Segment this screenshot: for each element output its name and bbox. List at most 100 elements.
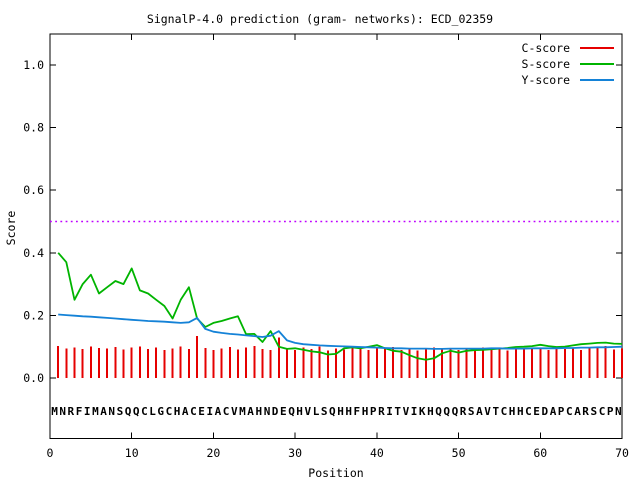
- y-tick-label: 0.4: [23, 246, 44, 260]
- legend-entry-s-score: S-score: [522, 57, 614, 71]
- sequence-letter: C: [599, 405, 606, 418]
- sequence-letter: H: [517, 405, 524, 418]
- sequence-letter: S: [590, 405, 597, 418]
- sequence-letter: I: [84, 405, 91, 418]
- sequence-letter: Q: [435, 405, 442, 418]
- y-score-line: [58, 313, 623, 350]
- sequence-letter: T: [394, 405, 401, 418]
- sequence-letter: T: [492, 405, 499, 418]
- sequence-letter: M: [51, 405, 58, 418]
- x-tick-label: 60: [533, 446, 547, 460]
- sequence-letter: M: [92, 405, 99, 418]
- sequence-letter: R: [460, 405, 467, 418]
- sequence-letter: H: [337, 405, 344, 418]
- plot-border: [49, 33, 623, 439]
- x-tick-label: 70: [615, 446, 629, 460]
- legend-entry-y-score: Y-score: [522, 73, 614, 87]
- sequence-letter: I: [206, 405, 213, 418]
- y-tick-label: 0.0: [23, 371, 44, 385]
- sequence-letter: Q: [125, 405, 132, 418]
- x-axis-label: Position: [308, 466, 363, 480]
- sequence-letter: I: [386, 405, 393, 418]
- sequence-letter: F: [76, 405, 83, 418]
- x-tick-label: 20: [206, 446, 220, 460]
- sequence-letter: A: [215, 405, 222, 418]
- sequence-letter: H: [509, 405, 516, 418]
- sequence-letter: N: [108, 405, 115, 418]
- sequence-letter: A: [476, 405, 483, 418]
- c-score-impulses: [57, 336, 623, 378]
- sequence-letter: A: [574, 405, 581, 418]
- x-tick-label: 30: [288, 446, 302, 460]
- sequence-letter: H: [362, 405, 369, 418]
- sequence-letter: C: [223, 405, 230, 418]
- y-tick-label: 0.2: [23, 308, 44, 322]
- sequence-letter: R: [67, 405, 74, 418]
- x-tick-label: 10: [125, 446, 139, 460]
- sequence-letter: N: [615, 405, 622, 418]
- y-axis-ticks: 0.0 0.2 0.4 0.6 0.8 1.0: [23, 58, 622, 385]
- sequence-letter: C: [141, 405, 148, 418]
- sequence-letter: C: [166, 405, 173, 418]
- sequence-letter: P: [370, 405, 377, 418]
- sequence-letter: Q: [133, 405, 140, 418]
- sequence-letter: F: [353, 405, 360, 418]
- legend-entry-c-score: C-score: [522, 41, 614, 55]
- sequence-letter: E: [198, 405, 205, 418]
- sequence-letter: G: [157, 405, 164, 418]
- x-axis-ticks: 0 10 20 30 40 50 60 70: [47, 34, 629, 460]
- sequence-letter: Q: [452, 405, 459, 418]
- sequence-letter: S: [321, 405, 328, 418]
- sequence-letter: S: [117, 405, 124, 418]
- sequence-letter: H: [174, 405, 181, 418]
- sequence-letter: C: [566, 405, 573, 418]
- sequence-letter: A: [182, 405, 189, 418]
- sequence-letter: P: [607, 405, 614, 418]
- sequence-letter: C: [501, 405, 508, 418]
- sequence-letter: M: [239, 405, 246, 418]
- y-tick-label: 0.8: [23, 121, 44, 135]
- sequence-letter: P: [558, 405, 565, 418]
- sequence-letter: I: [411, 405, 418, 418]
- sequence-letter: Q: [329, 405, 336, 418]
- y-tick-label: 0.6: [23, 183, 44, 197]
- sequence-letter: L: [313, 405, 320, 418]
- sequence-letter: L: [149, 405, 156, 418]
- sequence-letter: E: [533, 405, 540, 418]
- x-tick-label: 50: [452, 446, 466, 460]
- score-lines: [57, 252, 623, 361]
- sequence-letter: H: [255, 405, 262, 418]
- chart-title: SignalP-4.0 prediction (gram- networks):…: [147, 12, 493, 26]
- sequence-letter: N: [59, 405, 66, 418]
- sequence-letter: H: [427, 405, 434, 418]
- sequence-letter: N: [264, 405, 271, 418]
- sequence-letter: C: [190, 405, 197, 418]
- legend-label-y-score: Y-score: [522, 73, 571, 87]
- sequence-letter: H: [296, 405, 303, 418]
- sequence-letter: Q: [288, 405, 295, 418]
- sequence-letter: A: [247, 405, 254, 418]
- legend-label-s-score: S-score: [522, 57, 571, 71]
- sequence-letter: A: [100, 405, 107, 418]
- sequence-letter: H: [345, 405, 352, 418]
- sequence-letter: V: [304, 405, 311, 418]
- sequence-letter: V: [231, 405, 238, 418]
- sequence-letter: R: [582, 405, 589, 418]
- legend: C-score S-score Y-score: [522, 41, 614, 87]
- x-tick-label: 0: [47, 446, 54, 460]
- sequence-letter: V: [484, 405, 491, 418]
- sequence-letter: R: [378, 405, 385, 418]
- sequence-letter: C: [525, 405, 532, 418]
- y-tick-label: 1.0: [23, 58, 44, 72]
- sequence-letter: V: [403, 405, 410, 418]
- x-tick-label: 40: [370, 446, 384, 460]
- s-score-line: [57, 252, 623, 361]
- sequence-letter: D: [272, 405, 279, 418]
- sequence-letter: A: [550, 405, 557, 418]
- sequence-letter: D: [541, 405, 548, 418]
- sequence-letter: Q: [443, 405, 450, 418]
- sequence-letter: S: [468, 405, 475, 418]
